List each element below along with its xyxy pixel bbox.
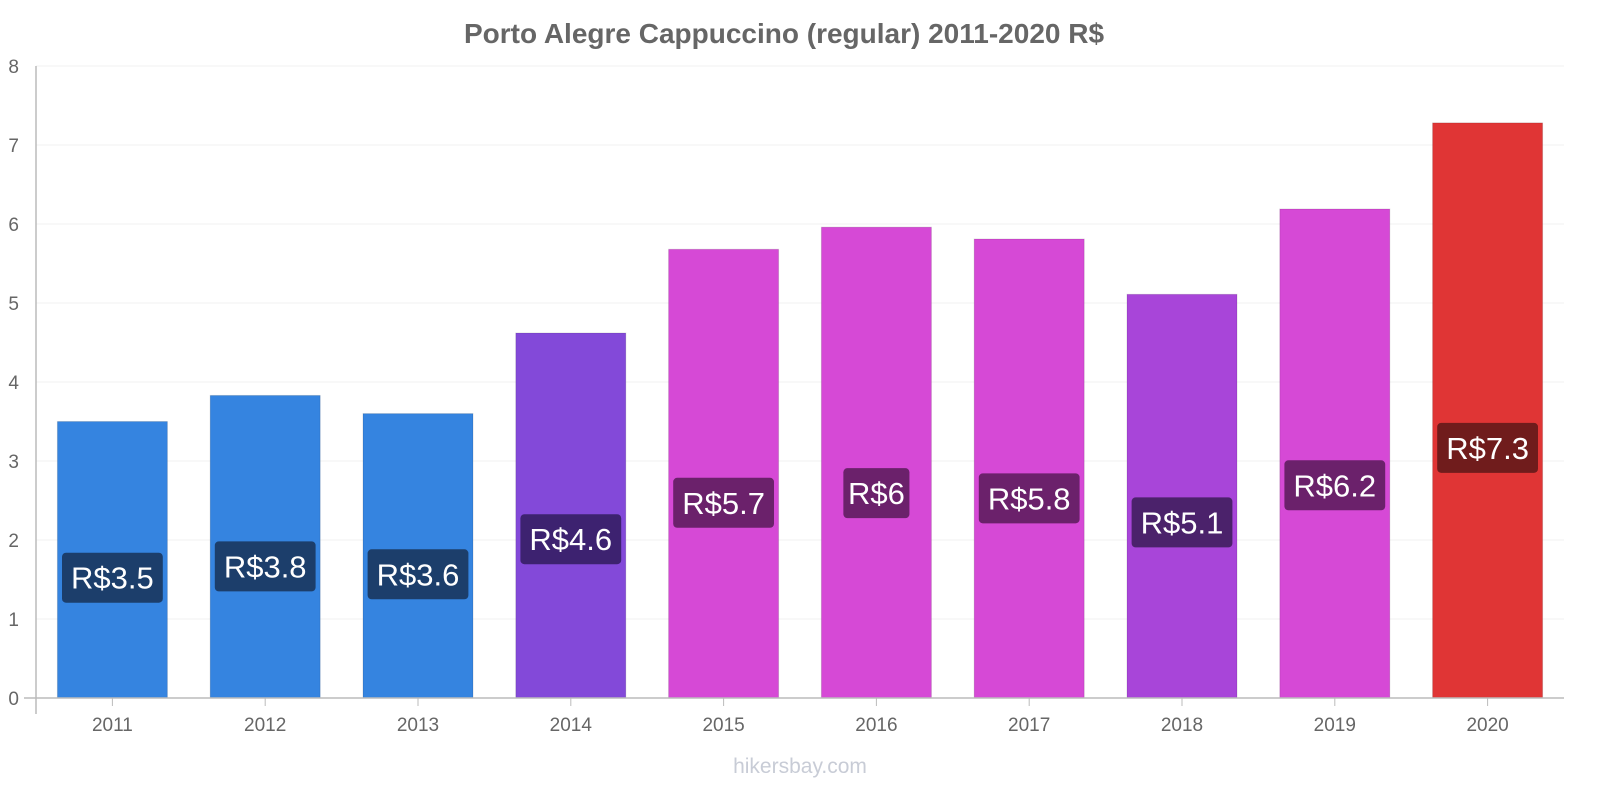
data-label-box — [843, 468, 910, 519]
y-tick-label: 4 — [8, 373, 19, 394]
data-label-box — [978, 473, 1080, 524]
x-axis-ticks: 2011 2012 2013 2014 2015 2016 2017 2018 2019 2020 — [92, 698, 1509, 736]
x-tick-label: 2013 — [397, 715, 439, 736]
y-axis-ticks: 0 1 2 3 4 5 6 7 8 — [8, 57, 19, 710]
data-label-box — [1437, 422, 1538, 473]
bar-2017[interactable] — [973, 238, 1085, 699]
data-label-text: R$3.8 — [224, 549, 307, 584]
data-label-2018: R$5.1 — [1131, 497, 1233, 548]
data-label-2015: R$5.7 — [673, 477, 774, 528]
data-label-text: R$6 — [848, 476, 905, 511]
data-label-2017: R$5.8 — [978, 473, 1080, 524]
data-label-text: R$5.8 — [988, 481, 1071, 516]
data-label-box — [1284, 460, 1386, 511]
x-tick-label: 2018 — [1161, 715, 1203, 736]
data-label-text: R$3.6 — [377, 557, 460, 592]
x-tick-label: 2012 — [244, 715, 286, 736]
bar-2019[interactable] — [1279, 208, 1391, 699]
bar-2020[interactable] — [1432, 122, 1544, 699]
y-tick-label: 3 — [8, 452, 19, 473]
data-label-text: R$3.5 — [71, 561, 154, 596]
x-tick-label: 2014 — [550, 715, 593, 736]
data-label-2019: R$6.2 — [1284, 460, 1386, 511]
data-label-box — [62, 552, 163, 603]
bar-2015[interactable] — [668, 248, 780, 699]
x-tick-label: 2011 — [92, 715, 133, 736]
bars — [56, 122, 1544, 699]
x-tick-label: 2015 — [702, 715, 744, 736]
data-label-text: R$6.2 — [1293, 468, 1376, 503]
data-label-box — [367, 549, 469, 600]
data-label-box — [520, 514, 622, 565]
x-tick-label: 2017 — [1008, 715, 1050, 736]
y-tick-label: 1 — [8, 610, 19, 631]
y-tick-label: 6 — [8, 215, 19, 236]
watermark: hikersbay.com — [733, 755, 867, 778]
y-tick-label: 0 — [8, 689, 19, 710]
data-label-box — [1131, 497, 1233, 548]
data-label-2020: R$7.3 — [1437, 422, 1538, 473]
bar-2016[interactable] — [820, 226, 932, 699]
data-label-2014: R$4.6 — [520, 514, 622, 565]
x-tick-label: 2016 — [855, 715, 897, 736]
data-label-text: R$5.7 — [682, 486, 765, 521]
data-labels: R$3.5 R$3.8 R$3.6 R$4.6 R$5.7 R$6 R$5.8 R$5.1 R$… — [62, 422, 1538, 603]
y-tick-label: 2 — [8, 531, 19, 552]
y-tick-label: 7 — [8, 136, 19, 157]
chart-title: Porto Alegre Cappuccino (regular) 2011-2… — [464, 18, 1104, 49]
data-label-text: R$7.3 — [1446, 431, 1529, 466]
x-tick-label: 2019 — [1314, 715, 1356, 736]
data-label-box — [214, 541, 316, 592]
data-label-text: R$5.1 — [1141, 505, 1224, 540]
y-tick-label: 8 — [8, 57, 19, 78]
bar-2018[interactable] — [1126, 293, 1238, 699]
data-label-text: R$4.6 — [529, 522, 612, 557]
data-label-2011: R$3.5 — [62, 552, 163, 603]
data-label-2013: R$3.6 — [367, 549, 469, 600]
x-tick-label: 2020 — [1466, 715, 1508, 736]
data-label-2016: R$6 — [843, 468, 910, 519]
data-label-2012: R$3.8 — [214, 541, 316, 592]
y-tick-label: 5 — [8, 294, 19, 315]
data-label-box — [673, 477, 774, 528]
